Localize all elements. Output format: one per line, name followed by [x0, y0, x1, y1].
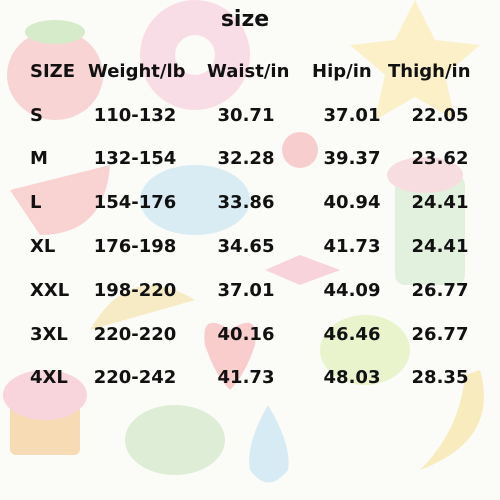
- cloud: [140, 165, 250, 235]
- table-cell: 40.94: [324, 192, 381, 213]
- table-cell: 44.09: [324, 280, 381, 301]
- header-cell: Waist/in: [207, 61, 289, 82]
- table-cell: 33.86: [218, 192, 275, 213]
- table-cell: 37.01: [218, 280, 275, 301]
- strawberry: [7, 30, 103, 120]
- table-cell: 198-220: [94, 280, 177, 301]
- table-cell: 41.73: [324, 236, 381, 257]
- size-table: SIZE Weight/lb Waist/in Hip/in Thigh/in S 110-…: [30, 61, 471, 388]
- watermelon: [10, 165, 110, 235]
- table-cell: 26.77: [412, 280, 469, 301]
- table-cell: 48.03: [324, 367, 381, 388]
- cherry: [282, 132, 318, 168]
- star: [350, 0, 480, 120]
- size-label: XL: [30, 236, 55, 257]
- table-cell: 37.01: [324, 105, 381, 126]
- title: size: [221, 7, 269, 32]
- table-cell: 39.37: [324, 148, 381, 169]
- table-cell: 40.16: [218, 324, 275, 345]
- size-label: 3XL: [30, 324, 68, 345]
- table-cell: 26.77: [412, 324, 469, 345]
- table-cell: 46.46: [324, 324, 381, 345]
- table-cell: 176-198: [94, 236, 177, 257]
- table-cell: 220-242: [94, 367, 177, 388]
- table-cell: 32.28: [218, 148, 275, 169]
- bow: [265, 255, 340, 285]
- table-cell: 154-176: [94, 192, 177, 213]
- table-cell: 28.35: [412, 367, 469, 388]
- cup: [395, 175, 465, 285]
- size-label: XXL: [30, 280, 69, 301]
- header-cell: Thigh/in: [388, 61, 471, 82]
- header-cell: SIZE: [30, 61, 75, 82]
- table-cell: 34.65: [218, 236, 275, 257]
- size-label: S: [30, 105, 43, 126]
- table-cell: 24.41: [412, 236, 469, 257]
- size-label: M: [30, 148, 48, 169]
- leaf: [125, 405, 225, 475]
- umbrella: [90, 285, 195, 330]
- table-cell: 220-220: [94, 324, 177, 345]
- table-cell: 22.05: [412, 105, 469, 126]
- cupcake-frosting: [3, 370, 87, 420]
- table-cell: 24.41: [412, 192, 469, 213]
- table-cell: 41.73: [218, 367, 275, 388]
- table-cell: 110-132: [94, 105, 177, 126]
- size-label: L: [30, 192, 41, 213]
- decorations: [3, 0, 484, 483]
- table-cell: 30.71: [218, 105, 275, 126]
- donut-hole: [175, 35, 215, 75]
- table-cell: 132-154: [94, 148, 177, 169]
- cream: [387, 157, 463, 193]
- strawberry-leaf: [25, 20, 85, 44]
- size-label: 4XL: [30, 367, 68, 388]
- header-cell: Hip/in: [312, 61, 372, 82]
- popsicle: [320, 315, 410, 385]
- table-cell: 23.62: [412, 148, 469, 169]
- header-cell: Weight/lb: [88, 61, 186, 82]
- banana: [420, 370, 484, 470]
- heart: [204, 322, 256, 390]
- drop: [249, 405, 289, 483]
